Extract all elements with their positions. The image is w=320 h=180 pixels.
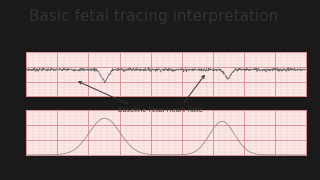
Bar bbox=[26, 110, 306, 155]
Text: Baseline Fetal Heart Rate: Baseline Fetal Heart Rate bbox=[118, 107, 203, 113]
Text: Basic fetal tracing interpretation: Basic fetal tracing interpretation bbox=[29, 9, 279, 24]
Bar bbox=[26, 52, 306, 96]
